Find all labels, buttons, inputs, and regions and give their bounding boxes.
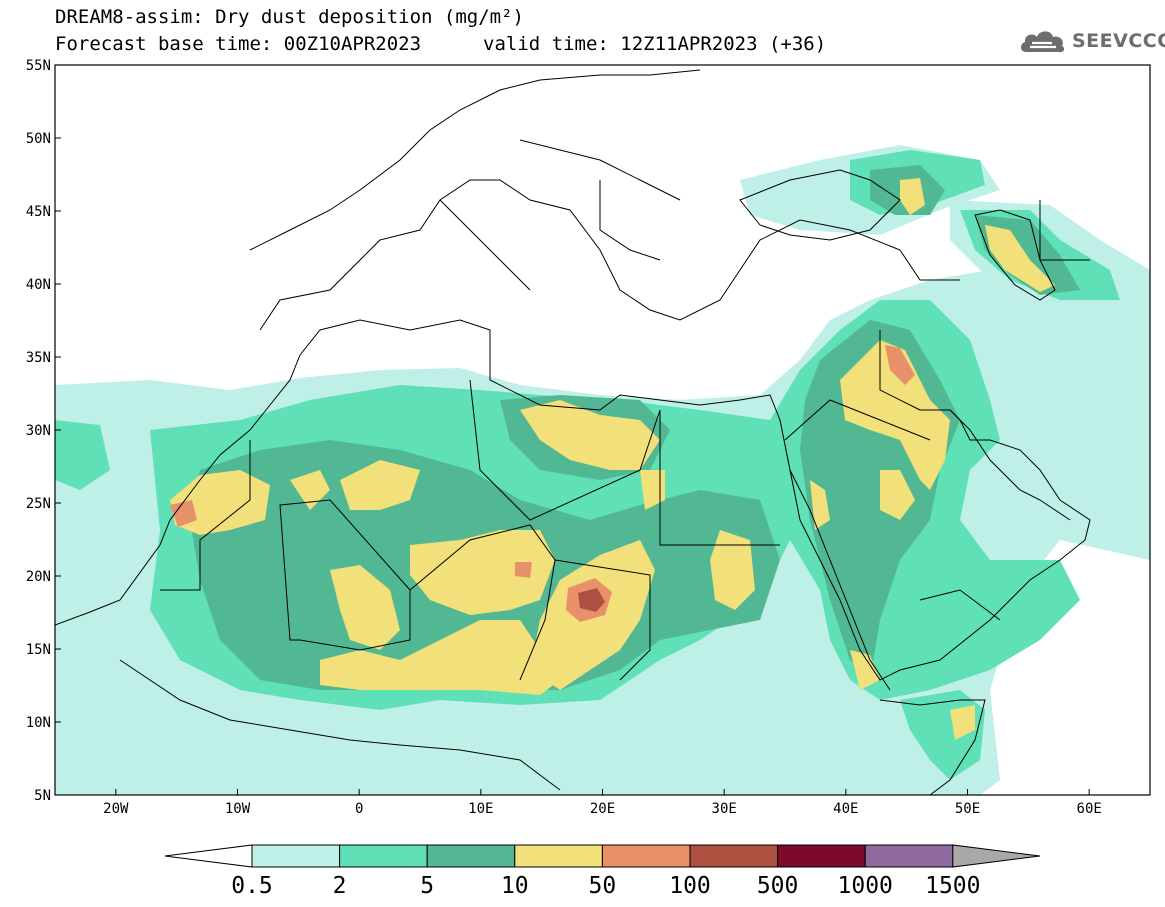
colorbar-label: 1000 (838, 873, 893, 899)
colorbar-label: 5 (420, 873, 434, 899)
lon-tick-label: 60E (1077, 801, 1102, 817)
colorbar-segment (426, 844, 516, 868)
colorbar-segment (514, 844, 603, 868)
colorbar: 0.5 2 5 10 50 100 500 1000 1500 (164, 844, 1041, 899)
forecast-base-time: Forecast base time: 00Z10APR2023 (55, 33, 422, 55)
lon-tick-label: 30E (712, 801, 737, 817)
longitude-axis: 20W 10W 0 10E 20E 30E 40E 50E 60E (103, 789, 1102, 817)
cloud-icon (1020, 31, 1065, 53)
lon-tick-label: 20E (590, 801, 615, 817)
lat-tick-label: 20N (26, 569, 51, 585)
colorbar-label: 1500 (925, 873, 980, 899)
colorbar-label: 50 (589, 873, 617, 899)
colorbar-label: 2 (333, 873, 347, 899)
lon-tick-label: 10W (225, 801, 251, 817)
lat-tick-label: 15N (26, 642, 51, 658)
colorbar-segment (689, 844, 779, 868)
colorbar-segment (251, 844, 341, 868)
colorbar-segment (864, 844, 954, 868)
colorbar-segment (601, 844, 691, 868)
lon-tick-label: 0 (355, 801, 363, 817)
dust-field (55, 145, 1150, 795)
colorbar-segment (777, 844, 866, 868)
colorbar-label: 500 (757, 873, 799, 899)
logo-text: SEEVCCC (1072, 30, 1165, 52)
coastlines-borders (55, 69, 1091, 795)
lat-tick-label: 5N (34, 788, 51, 804)
lat-tick-label: 10N (26, 715, 51, 731)
lat-tick-label: 45N (26, 204, 51, 220)
lon-tick-label: 50E (955, 801, 980, 817)
colorbar-segment (339, 844, 428, 868)
colorbar-label: 100 (669, 873, 711, 899)
colorbar-label: 10 (501, 873, 529, 899)
lat-tick-label: 55N (26, 58, 51, 74)
lon-tick-label: 40E (833, 801, 858, 817)
lat-tick-label: 30N (26, 423, 51, 439)
lon-tick-label: 20W (103, 801, 129, 817)
valid-time: valid time: 12Z11APR2023 (+36) (483, 33, 827, 55)
lat-tick-label: 25N (26, 496, 51, 512)
seevccc-logo: SEEVCCC (1018, 24, 1165, 58)
lat-tick-label: 50N (26, 131, 51, 147)
colorbar-label: 0.5 (231, 873, 273, 899)
lat-tick-label: 35N (26, 350, 51, 366)
lon-tick-label: 10E (468, 801, 493, 817)
lat-tick-label: 40N (26, 277, 51, 293)
colorbar-left-cap (164, 844, 253, 868)
map-title: DREAM8-assim: Dry dust deposition (mg/m²… (55, 6, 524, 28)
latitude-axis: 55N 50N 45N 40N 35N 30N 25N 20N 15N 10N 5N (26, 58, 61, 804)
colorbar-right-cap (952, 844, 1041, 868)
